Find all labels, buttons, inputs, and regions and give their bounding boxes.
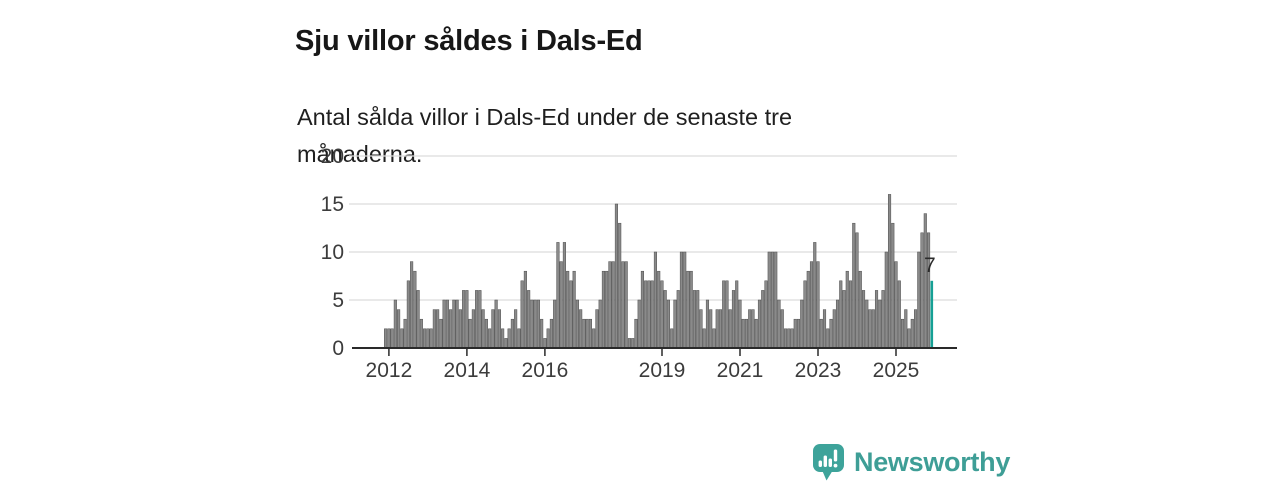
svg-text:10: 10 — [321, 241, 344, 264]
brand-footer: Newsworthy — [812, 443, 1010, 482]
svg-text:20: 20 — [321, 145, 344, 168]
svg-text:2016: 2016 — [522, 359, 569, 382]
svg-text:0: 0 — [332, 337, 344, 360]
svg-text:2023: 2023 — [795, 359, 842, 382]
svg-text:2012: 2012 — [366, 359, 413, 382]
bar-chart: 0 5 10 15 20 2012 2014 2016 2019 2021 2023 2025 7 — [321, 145, 957, 382]
svg-text:2025: 2025 — [873, 359, 920, 382]
newsworthy-logo-icon — [813, 444, 844, 481]
chart-subtitle: Antal sålda villor i Dals-Ed under de se… — [297, 103, 793, 167]
svg-text:2021: 2021 — [717, 359, 764, 382]
brand-name: Newsworthy — [854, 447, 1011, 477]
svg-text:2014: 2014 — [444, 359, 491, 382]
highlight-value-label: 7 — [924, 254, 936, 277]
svg-text:5: 5 — [332, 289, 344, 312]
page-title: Sju villor såldes i Dals-Ed — [295, 25, 643, 58]
svg-text:2019: 2019 — [639, 359, 686, 382]
chart-area: 0 5 10 15 20 2012 2014 2016 2019 2021 2023 2025 7 — [300, 140, 970, 390]
svg-text:15: 15 — [321, 193, 344, 216]
